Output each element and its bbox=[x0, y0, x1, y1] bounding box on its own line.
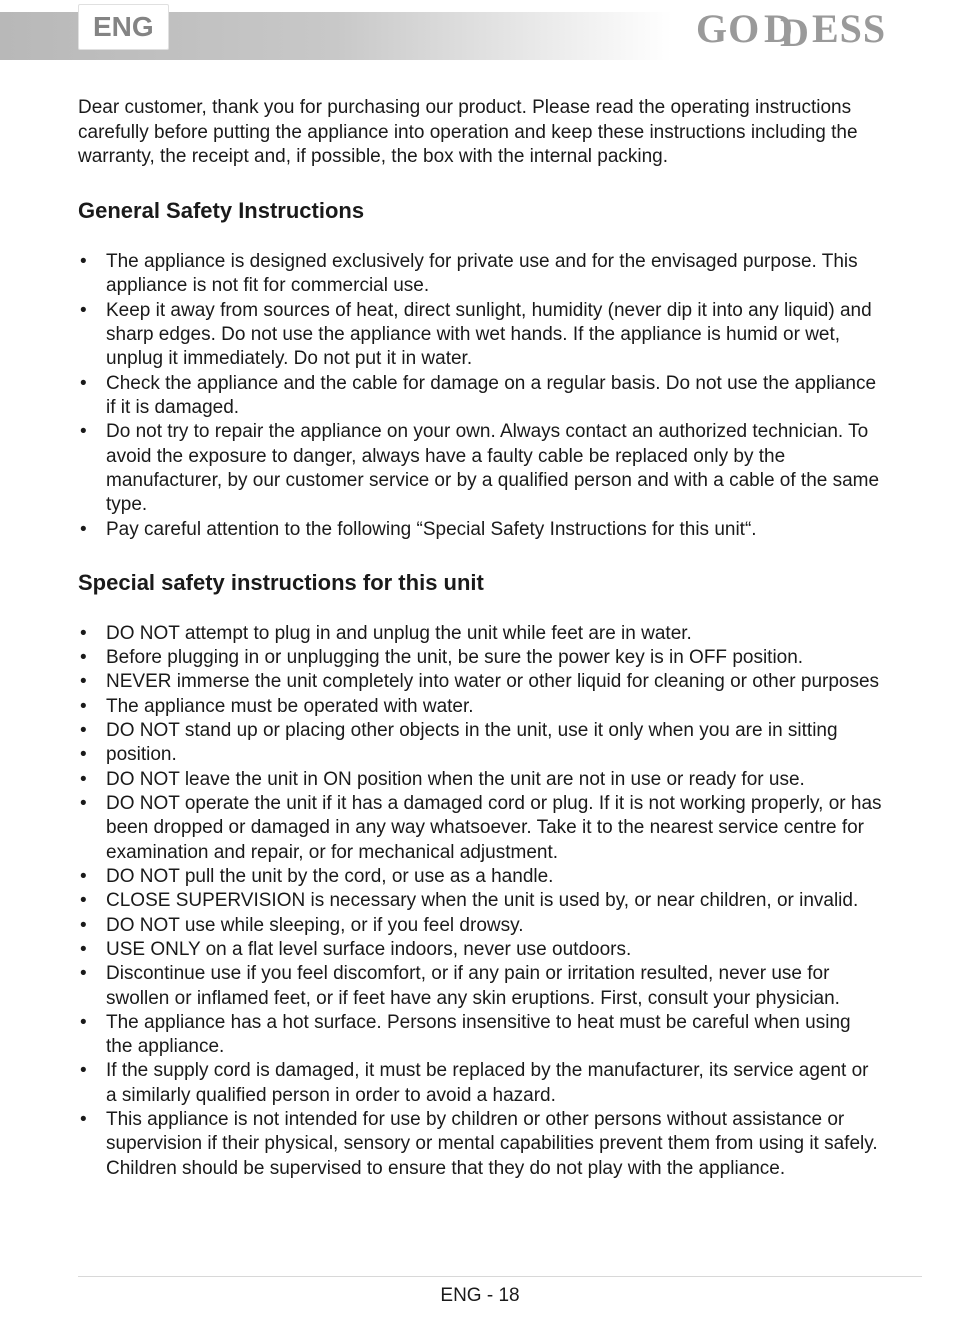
list-item: DO NOT use while sleeping, or if you fee… bbox=[78, 914, 882, 938]
list-item-text: USE ONLY on a flat level surface indoors… bbox=[102, 938, 882, 962]
list-item-text: CLOSE SUPERVISION is necessary when the … bbox=[102, 889, 882, 913]
list-item-text: Discontinue use if you feel discomfort, … bbox=[102, 962, 882, 1011]
list-item: The appliance must be operated with wate… bbox=[78, 695, 882, 719]
svg-text:GO: GO bbox=[696, 6, 760, 51]
list-item: The appliance is designed exclusively fo… bbox=[78, 250, 882, 299]
list-item: Pay careful attention to the following “… bbox=[78, 518, 882, 542]
list-item: DO NOT pull the unit by the cord, or use… bbox=[78, 865, 882, 889]
list-item-text: DO NOT stand up or placing other objects… bbox=[102, 719, 882, 743]
list-item: Check the appliance and the cable for da… bbox=[78, 372, 882, 421]
list-item-text: Check the appliance and the cable for da… bbox=[102, 372, 882, 421]
list-item: DO NOT leave the unit in ON position whe… bbox=[78, 768, 882, 792]
language-tab: ENG bbox=[78, 4, 169, 50]
list-item: Discontinue use if you feel discomfort, … bbox=[78, 962, 882, 1011]
list-item: NEVER immerse the unit completely into w… bbox=[78, 670, 882, 694]
heading-special-safety: Special safety instructions for this uni… bbox=[78, 570, 882, 596]
list-special-safety: DO NOT attempt to plug in and unplug the… bbox=[78, 622, 882, 1181]
list-item-text: If the supply cord is damaged, it must b… bbox=[102, 1059, 882, 1108]
list-general-safety: The appliance is designed exclusively fo… bbox=[78, 250, 882, 542]
list-item: Do not try to repair the appliance on yo… bbox=[78, 420, 882, 517]
list-item: position. bbox=[78, 743, 882, 767]
list-item-text: This appliance is not intended for use b… bbox=[102, 1108, 882, 1181]
list-item-text: Do not try to repair the appliance on yo… bbox=[102, 420, 882, 517]
svg-text:ESS: ESS bbox=[812, 6, 886, 51]
list-item-text: DO NOT operate the unit if it has a dama… bbox=[102, 792, 882, 865]
heading-general-safety: General Safety Instructions bbox=[78, 198, 882, 224]
list-item-text: DO NOT pull the unit by the cord, or use… bbox=[102, 865, 882, 889]
list-item-text: DO NOT leave the unit in ON position whe… bbox=[102, 768, 882, 792]
list-item-text: NEVER immerse the unit completely into w… bbox=[102, 670, 882, 694]
list-item: DO NOT operate the unit if it has a dama… bbox=[78, 792, 882, 865]
list-item: Keep it away from sources of heat, direc… bbox=[78, 299, 882, 372]
list-item: Before plugging in or unplugging the uni… bbox=[78, 646, 882, 670]
list-item-text: Pay careful attention to the following “… bbox=[102, 518, 882, 542]
list-item-text: The appliance has a hot surface. Persons… bbox=[102, 1011, 882, 1060]
list-item-text: DO NOT use while sleeping, or if you fee… bbox=[102, 914, 882, 938]
page-footer: ENG - 18 bbox=[0, 1285, 960, 1307]
list-item-text: DO NOT attempt to plug in and unplug the… bbox=[102, 622, 882, 646]
list-item-text: Before plugging in or unplugging the uni… bbox=[102, 646, 882, 670]
list-item: DO NOT attempt to plug in and unplug the… bbox=[78, 622, 882, 646]
footer-divider bbox=[78, 1276, 922, 1277]
list-item: If the supply cord is damaged, it must b… bbox=[78, 1059, 882, 1108]
list-item-text: Keep it away from sources of heat, direc… bbox=[102, 299, 882, 372]
list-item: USE ONLY on a flat level surface indoors… bbox=[78, 938, 882, 962]
list-item: The appliance has a hot surface. Persons… bbox=[78, 1011, 882, 1060]
header-strip: ENG GO D D ESS bbox=[0, 12, 960, 60]
list-item: This appliance is not intended for use b… bbox=[78, 1108, 882, 1181]
list-item-text: The appliance must be operated with wate… bbox=[102, 695, 882, 719]
brand-logo: GO D D ESS bbox=[696, 6, 926, 64]
intro-paragraph: Dear customer, thank you for purchasing … bbox=[78, 96, 882, 170]
list-item: DO NOT stand up or placing other objects… bbox=[78, 719, 882, 743]
list-item: CLOSE SUPERVISION is necessary when the … bbox=[78, 889, 882, 913]
list-item-text: position. bbox=[102, 743, 882, 767]
svg-text:D: D bbox=[780, 10, 810, 54]
content: Dear customer, thank you for purchasing … bbox=[0, 60, 960, 1181]
goddess-logo-svg: GO D D ESS bbox=[696, 6, 926, 54]
list-item-text: The appliance is designed exclusively fo… bbox=[102, 250, 882, 299]
page: ENG GO D D ESS Dear customer, thank you … bbox=[0, 12, 960, 1331]
